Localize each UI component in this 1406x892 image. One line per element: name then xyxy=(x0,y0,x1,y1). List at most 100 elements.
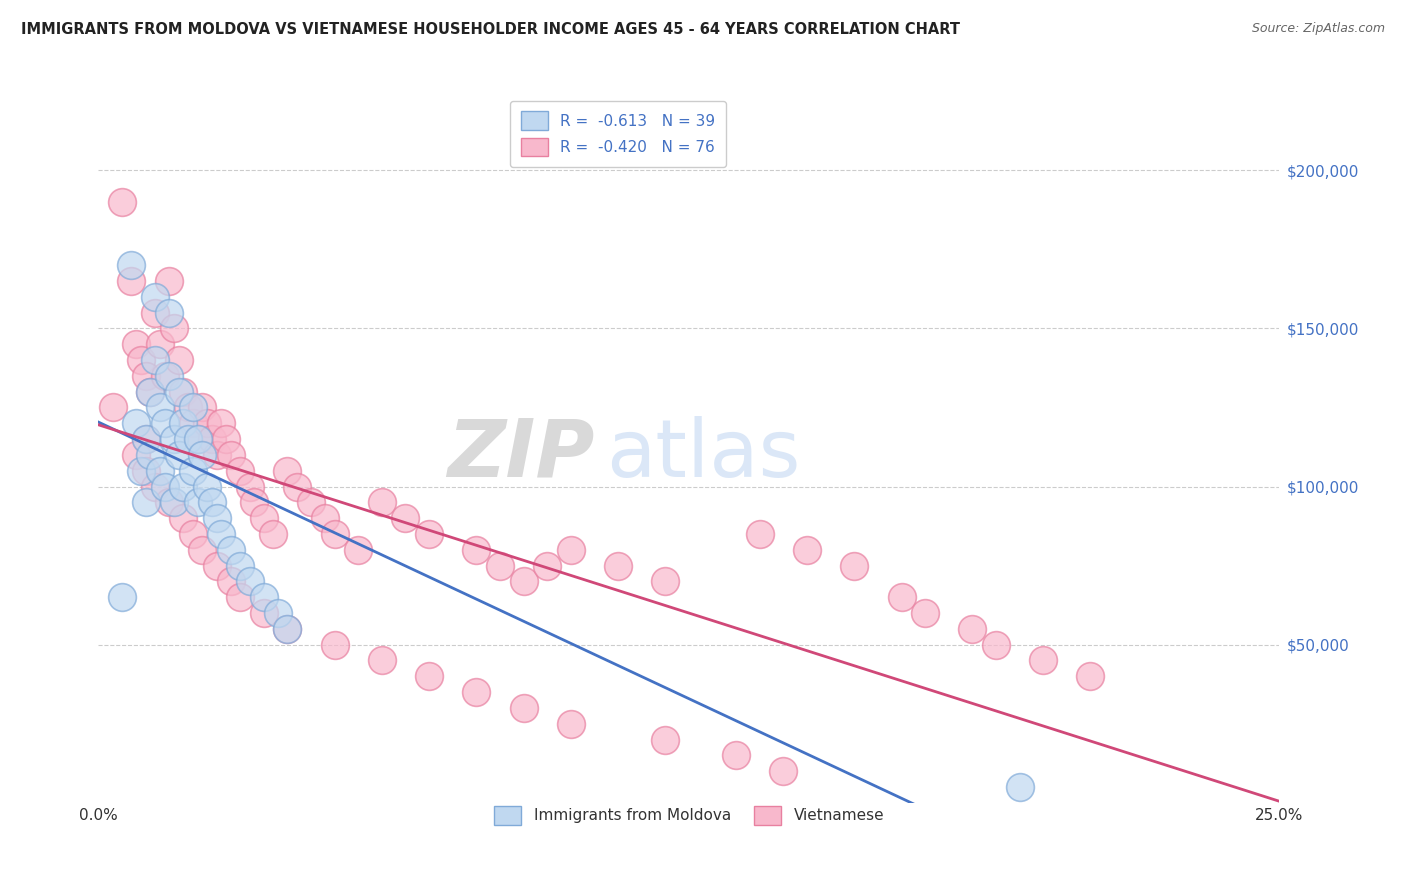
Point xyxy=(299,495,322,509)
Point xyxy=(253,511,276,525)
Point xyxy=(772,764,794,779)
Point xyxy=(129,464,152,478)
Point xyxy=(560,716,582,731)
Point xyxy=(253,591,276,605)
Point xyxy=(143,290,166,304)
Point xyxy=(153,479,176,493)
Point xyxy=(121,274,143,288)
Point xyxy=(163,495,186,509)
Point xyxy=(748,527,770,541)
Point xyxy=(267,606,290,620)
Point xyxy=(121,258,143,272)
Point xyxy=(172,511,194,525)
Point xyxy=(465,542,488,557)
Point xyxy=(239,479,262,493)
Point xyxy=(229,558,252,573)
Point xyxy=(187,495,209,509)
Point xyxy=(111,591,134,605)
Point xyxy=(157,495,180,509)
Point xyxy=(418,669,440,683)
Point xyxy=(323,527,346,541)
Point xyxy=(654,732,676,747)
Point xyxy=(243,495,266,509)
Point xyxy=(489,558,512,573)
Point xyxy=(149,337,172,351)
Point xyxy=(187,432,209,446)
Point xyxy=(262,527,284,541)
Point xyxy=(167,384,190,399)
Point xyxy=(163,321,186,335)
Point xyxy=(215,432,238,446)
Point xyxy=(371,495,394,509)
Point xyxy=(143,479,166,493)
Legend: Immigrants from Moldova, Vietnamese: Immigrants from Moldova, Vietnamese xyxy=(482,794,896,837)
Point xyxy=(191,448,214,462)
Point xyxy=(167,353,190,368)
Point xyxy=(890,591,912,605)
Point xyxy=(201,432,224,446)
Point xyxy=(347,542,370,557)
Point xyxy=(135,464,157,478)
Point xyxy=(101,401,124,415)
Point xyxy=(1080,669,1102,683)
Point xyxy=(167,448,190,462)
Text: ZIP: ZIP xyxy=(447,416,595,494)
Point xyxy=(172,417,194,431)
Point xyxy=(205,558,228,573)
Point xyxy=(796,542,818,557)
Point xyxy=(253,606,276,620)
Point xyxy=(163,432,186,446)
Point xyxy=(172,384,194,399)
Point xyxy=(139,384,162,399)
Point xyxy=(149,464,172,478)
Text: atlas: atlas xyxy=(606,416,800,494)
Point xyxy=(285,479,308,493)
Point xyxy=(187,432,209,446)
Point xyxy=(654,574,676,589)
Point xyxy=(153,417,176,431)
Point xyxy=(177,401,200,415)
Point xyxy=(323,638,346,652)
Point xyxy=(314,511,336,525)
Point xyxy=(512,574,534,589)
Point xyxy=(560,542,582,557)
Point xyxy=(394,511,416,525)
Point xyxy=(984,638,1007,652)
Point xyxy=(1008,780,1031,794)
Point xyxy=(135,432,157,446)
Point xyxy=(125,448,148,462)
Point xyxy=(607,558,630,573)
Point xyxy=(143,305,166,319)
Point xyxy=(191,542,214,557)
Point xyxy=(157,368,180,383)
Point xyxy=(209,527,232,541)
Point xyxy=(135,432,157,446)
Point xyxy=(195,479,218,493)
Point xyxy=(725,748,748,763)
Point xyxy=(139,384,162,399)
Point xyxy=(219,574,242,589)
Point xyxy=(153,368,176,383)
Point xyxy=(181,464,204,478)
Point xyxy=(201,495,224,509)
Point xyxy=(418,527,440,541)
Point xyxy=(111,194,134,209)
Point xyxy=(276,622,298,636)
Point xyxy=(1032,653,1054,667)
Point xyxy=(371,653,394,667)
Point xyxy=(914,606,936,620)
Point xyxy=(276,464,298,478)
Point xyxy=(125,417,148,431)
Point xyxy=(177,432,200,446)
Text: Source: ZipAtlas.com: Source: ZipAtlas.com xyxy=(1251,22,1385,36)
Point xyxy=(135,368,157,383)
Point xyxy=(209,417,232,431)
Point xyxy=(143,353,166,368)
Point xyxy=(181,401,204,415)
Point xyxy=(229,464,252,478)
Point xyxy=(205,448,228,462)
Point xyxy=(191,401,214,415)
Text: IMMIGRANTS FROM MOLDOVA VS VIETNAMESE HOUSEHOLDER INCOME AGES 45 - 64 YEARS CORR: IMMIGRANTS FROM MOLDOVA VS VIETNAMESE HO… xyxy=(21,22,960,37)
Point xyxy=(195,417,218,431)
Point xyxy=(229,591,252,605)
